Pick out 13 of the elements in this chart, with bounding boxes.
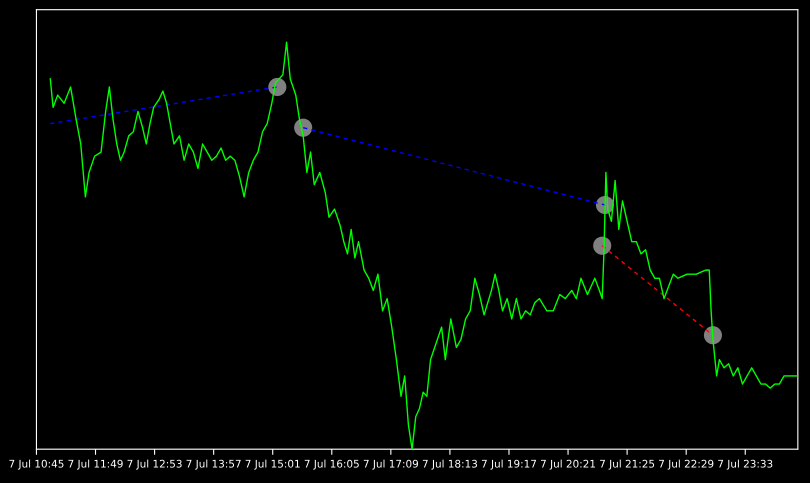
x-tick-label: 7 Jul 16:05 (304, 460, 359, 470)
x-tick-label: 7 Jul 11:49 (68, 460, 123, 470)
x-tick-label: 7 Jul 20:21 (540, 460, 596, 470)
x-tick-label: 7 Jul 15:01 (246, 460, 300, 470)
x-tick-label: 7 Jul 17:09 (364, 460, 418, 470)
x-tick-label: 7 Jul 13:57 (186, 460, 241, 470)
x-tick-label: 7 Jul 21:25 (600, 460, 654, 470)
x-tick-label: 7 Jul 19:17 (482, 460, 536, 470)
x-tick-label: 7 Jul 12:53 (128, 460, 182, 470)
x-tick-label: 7 Jul 22:29 (659, 460, 714, 470)
x-tick-label: 7 Jul 23:33 (718, 460, 772, 470)
x-tick-label: 7 Jul 18:13 (422, 460, 477, 470)
x-tick-label: 7 Jul 10:45 (9, 460, 64, 470)
